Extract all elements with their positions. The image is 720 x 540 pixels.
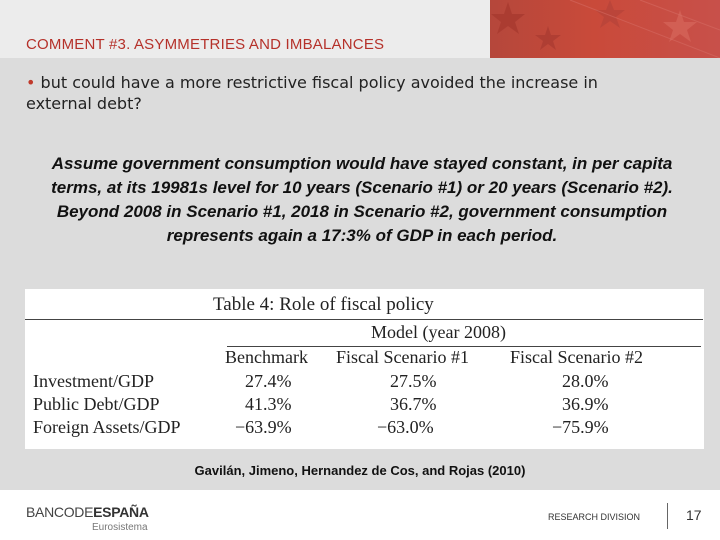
eu-flag-banner <box>490 0 720 58</box>
logo-subtitle: Eurosistema <box>92 522 148 533</box>
logo-text-part1: BANCODE <box>26 504 94 520</box>
table-cell: 36.7% <box>390 394 437 414</box>
column-header-scenario-1: Fiscal Scenario #1 <box>336 347 469 367</box>
header-band <box>0 0 490 58</box>
star-decoration-icon <box>491 0 720 58</box>
research-division-label: RESEARCH DIVISION <box>548 512 641 522</box>
column-header-benchmark: Benchmark <box>225 347 308 367</box>
table-group-header: Model (year 2008) <box>371 322 506 342</box>
bullet-point: • but could have a more restrictive fisc… <box>26 72 666 114</box>
table-cell: 28.0% <box>562 371 609 391</box>
table-caption: Table 4: Role of fiscal policy <box>213 294 434 315</box>
table-cell: 36.9% <box>562 394 609 414</box>
bullet-text: but could have a more restrictive fiscal… <box>26 73 598 113</box>
row-label: Public Debt/GDP <box>33 394 160 414</box>
table-group-rule <box>227 346 701 347</box>
table-top-rule <box>25 319 703 320</box>
table-cell: 27.4% <box>245 371 292 391</box>
table-cell: −75.9% <box>552 417 609 437</box>
slide-title: COMMENT #3. ASYMMETRIES AND IMBALANCES <box>26 36 385 53</box>
table-cell: 41.3% <box>245 394 292 414</box>
bullet-marker: • <box>26 73 36 92</box>
row-label: Investment/GDP <box>33 371 154 391</box>
banco-de-espana-logo: BANCODEESPAÑA <box>26 504 149 520</box>
column-header-scenario-2: Fiscal Scenario #2 <box>510 347 643 367</box>
table-cell: −63.9% <box>235 417 292 437</box>
footer-divider <box>667 503 668 529</box>
source-citation: Gavilán, Jimeno, Hernandez de Cos, and R… <box>194 463 526 478</box>
logo-text-part2: ESPAÑA <box>93 504 149 520</box>
table-cell: 27.5% <box>390 371 437 391</box>
row-label: Foreign Assets/GDP <box>33 417 181 437</box>
assumption-paragraph: Assume government consumption would have… <box>51 154 673 245</box>
page-number: 17 <box>686 507 702 523</box>
table-cell: −63.0% <box>377 417 434 437</box>
fiscal-policy-table: Table 4: Role of fiscal policy Model (ye… <box>25 289 704 449</box>
